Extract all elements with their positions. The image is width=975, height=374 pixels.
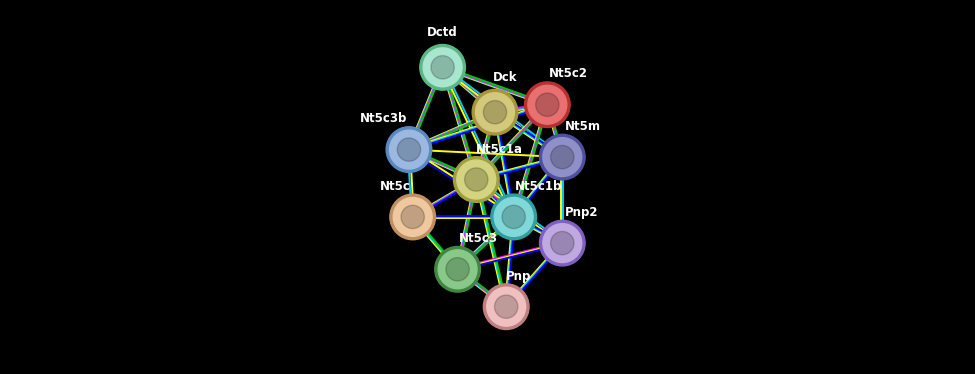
Circle shape [525,82,570,128]
Circle shape [465,168,488,191]
Circle shape [386,127,432,172]
Circle shape [490,194,536,240]
Circle shape [389,130,428,169]
Circle shape [527,85,566,124]
Circle shape [446,258,469,281]
Circle shape [487,287,526,326]
Circle shape [397,138,420,161]
Circle shape [551,232,574,255]
Circle shape [494,197,533,236]
Circle shape [484,284,529,329]
Text: Nt5c3b: Nt5c3b [360,112,408,125]
Circle shape [390,194,436,240]
Circle shape [423,48,462,87]
Text: Nt5c: Nt5c [380,180,410,193]
Text: Pnp: Pnp [506,270,531,283]
Circle shape [393,197,432,236]
Circle shape [476,93,515,132]
Text: Nt5c1a: Nt5c1a [476,142,524,156]
Circle shape [539,220,585,266]
Circle shape [535,93,559,116]
Circle shape [502,205,526,229]
Circle shape [551,145,574,169]
Circle shape [472,89,518,135]
Circle shape [401,205,424,229]
Text: Nt5m: Nt5m [565,120,601,133]
Circle shape [438,250,477,289]
Text: Dctd: Dctd [427,26,458,39]
Text: Dck: Dck [493,71,518,84]
Text: Nt5c1b: Nt5c1b [515,180,563,193]
Circle shape [539,134,585,180]
Circle shape [435,246,481,292]
Text: Pnp2: Pnp2 [565,206,598,219]
Text: Nt5c3: Nt5c3 [459,232,498,245]
Circle shape [453,157,499,202]
Circle shape [420,45,465,90]
Circle shape [457,160,495,199]
Circle shape [543,138,582,177]
Circle shape [543,224,582,263]
Circle shape [484,101,507,124]
Text: Nt5c2: Nt5c2 [549,67,588,80]
Circle shape [494,295,518,318]
Circle shape [431,56,454,79]
